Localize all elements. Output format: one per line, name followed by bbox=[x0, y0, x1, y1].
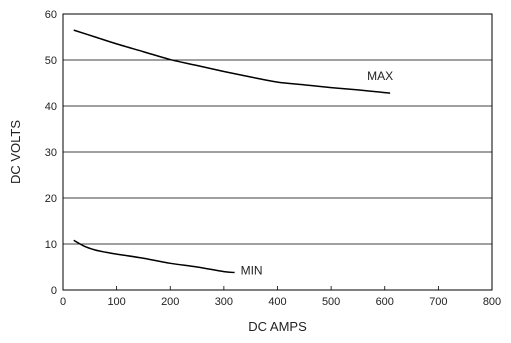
x-axis-label: DC AMPS bbox=[248, 319, 307, 334]
x-tick-label: 800 bbox=[483, 296, 501, 308]
series-lines bbox=[73, 29, 391, 274]
series-labels: MAX MIN bbox=[241, 69, 394, 277]
series-label-max: MAX bbox=[367, 69, 393, 83]
series-line-max bbox=[73, 29, 391, 94]
y-tick-label: 0 bbox=[51, 285, 57, 297]
x-tick-label: 100 bbox=[107, 296, 125, 308]
x-tick-label: 500 bbox=[322, 296, 340, 308]
y-tick-label: 20 bbox=[45, 193, 57, 205]
series-label-min: MIN bbox=[241, 264, 263, 278]
x-tick-label: 400 bbox=[268, 296, 286, 308]
series-line-min bbox=[73, 239, 235, 274]
y-tick-label: 10 bbox=[45, 239, 57, 251]
y-tick-label: 30 bbox=[45, 147, 57, 159]
x-tick-label: 600 bbox=[376, 296, 394, 308]
y-tick-label: 60 bbox=[45, 9, 57, 21]
x-tick-label: 700 bbox=[429, 296, 447, 308]
y-tick-label: 40 bbox=[45, 101, 57, 113]
x-tick-label: 300 bbox=[215, 296, 233, 308]
x-tick-label: 0 bbox=[60, 296, 66, 308]
grid-lines bbox=[63, 13, 492, 291]
y-tick-label: 50 bbox=[45, 55, 57, 67]
y-axis-label: DC VOLTS bbox=[8, 120, 23, 184]
x-tick-label: 200 bbox=[161, 296, 179, 308]
